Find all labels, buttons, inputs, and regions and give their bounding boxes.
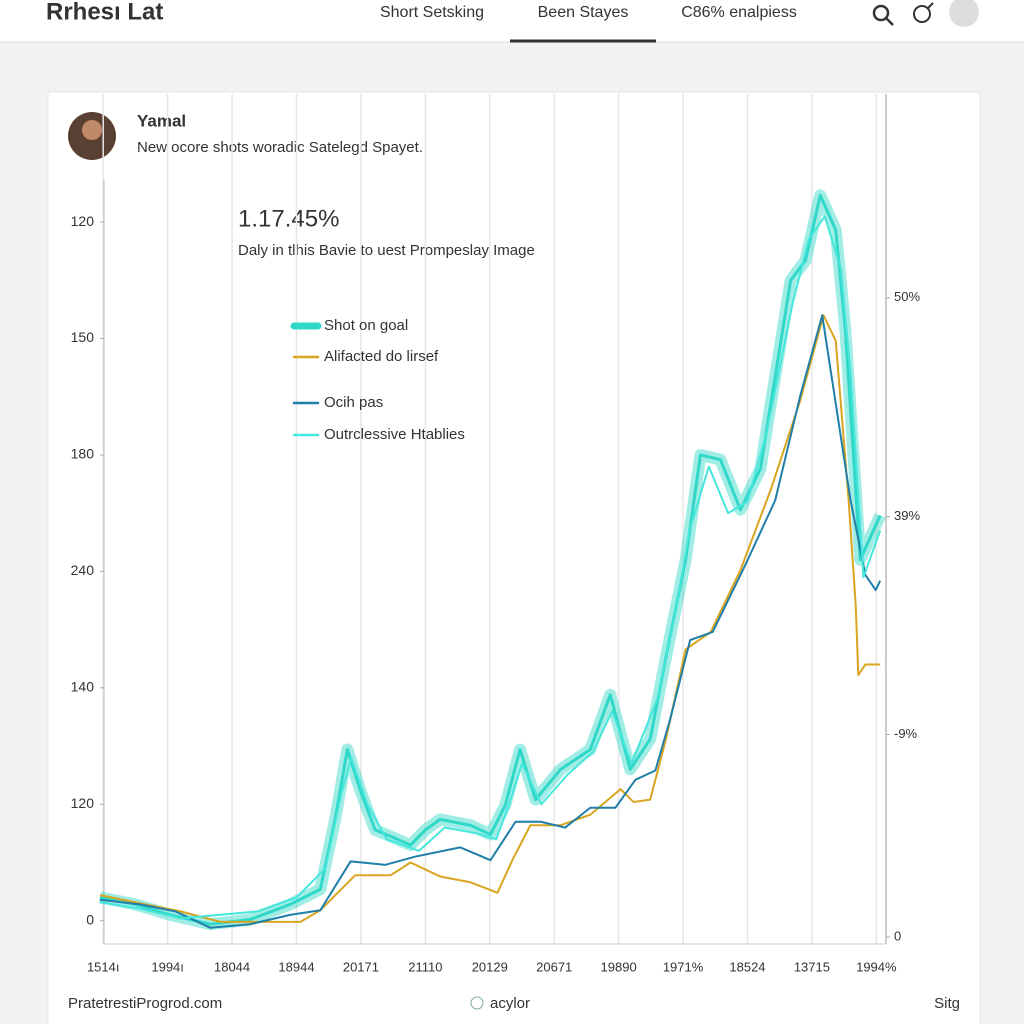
y-tick-label: 180 bbox=[71, 446, 95, 462]
y2-tick-label: -9% bbox=[894, 726, 918, 741]
footer-icon bbox=[470, 996, 484, 1010]
legend-label: Shot on goal bbox=[324, 317, 408, 334]
y-tick-label: 120 bbox=[71, 213, 95, 229]
y-tick-label: 0 bbox=[86, 911, 94, 927]
nav-tab[interactable]: Short Setsking bbox=[380, 4, 484, 21]
y-tick-label: 240 bbox=[71, 562, 95, 578]
y-tick-label: 140 bbox=[71, 679, 95, 695]
card bbox=[47, 91, 981, 1024]
subheading: Daly in tlhis Bavie to uest Prompeslay I… bbox=[238, 242, 535, 259]
y2-tick-label: 0 bbox=[894, 928, 901, 943]
x-tick-label: 1994ı bbox=[151, 959, 184, 974]
legend-label: Outrclessive Htablies bbox=[324, 426, 465, 443]
y2-tick-label: 39% bbox=[894, 508, 920, 523]
x-tick-label: 18524 bbox=[729, 959, 765, 974]
site-title: Rrhesı Lat bbox=[46, 0, 163, 25]
footer-right: Sitg bbox=[934, 995, 960, 1012]
card-name: Yamal bbox=[137, 111, 186, 130]
settings-icon[interactable] bbox=[913, 2, 934, 23]
avatar-face bbox=[82, 120, 102, 140]
x-tick-label: 13715 bbox=[794, 959, 830, 974]
nav-tab[interactable]: C86% enalpiess bbox=[681, 4, 797, 21]
x-tick-label: 20671 bbox=[536, 959, 572, 974]
legend-label: Ocih pas bbox=[324, 394, 383, 411]
x-tick-label: 21110 bbox=[408, 959, 442, 974]
nav-tab[interactable]: Been Stayes bbox=[538, 4, 629, 21]
legend-label: Alifacted do lirsef bbox=[324, 348, 439, 365]
x-tick-label: 18044 bbox=[214, 959, 250, 974]
x-tick-label: 1994% bbox=[856, 959, 897, 974]
profile-icon[interactable] bbox=[949, 0, 979, 27]
y2-tick-label: 50% bbox=[894, 289, 920, 304]
series-line bbox=[99, 314, 881, 923]
y-tick-label: 150 bbox=[71, 329, 95, 345]
series-line bbox=[99, 193, 882, 926]
card-description: New ocore shots woradic Satelegd Spayet. bbox=[137, 139, 423, 156]
x-tick-label: 19890 bbox=[601, 959, 637, 974]
headline: 1.17.45% bbox=[238, 205, 339, 232]
x-tick-label: 20171 bbox=[343, 959, 379, 974]
series-line bbox=[99, 215, 882, 920]
footer-left: PratetrestiProgrod.com bbox=[68, 995, 222, 1012]
footer-center: acylor bbox=[490, 995, 530, 1012]
x-tick-label: 20129 bbox=[472, 959, 508, 974]
series-line bbox=[99, 314, 882, 929]
y-tick-label: 120 bbox=[71, 795, 95, 811]
header-bar bbox=[0, 0, 1024, 42]
x-tick-label: 1514ı bbox=[87, 959, 120, 974]
x-tick-label: 1971% bbox=[663, 959, 704, 974]
x-tick-label: 18944 bbox=[278, 959, 314, 974]
search-icon[interactable] bbox=[872, 4, 894, 26]
